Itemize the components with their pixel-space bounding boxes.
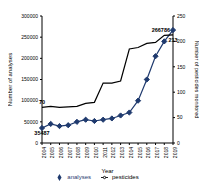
svg-text:213: 213: [168, 37, 177, 43]
svg-text:0: 0: [35, 140, 38, 146]
svg-text:2013: 2013: [119, 147, 125, 158]
svg-text:2009: 2009: [84, 147, 90, 158]
svg-text:2015: 2015: [137, 147, 143, 158]
svg-text:200000: 200000: [21, 55, 38, 61]
svg-text:2016: 2016: [145, 147, 151, 158]
svg-text:2014: 2014: [128, 147, 134, 158]
svg-text:100000: 100000: [21, 97, 38, 103]
svg-text:Number of pesticides monitored: Number of pesticides monitored: [194, 41, 199, 119]
svg-text:2008: 2008: [75, 147, 81, 158]
svg-text:150: 150: [177, 64, 186, 70]
svg-text:2004: 2004: [41, 147, 47, 158]
html-text:pesticides: pesticides: [112, 174, 139, 180]
svg-text:35487: 35487: [34, 130, 49, 136]
svg-text:0: 0: [177, 140, 180, 146]
svg-text:2010: 2010: [93, 147, 99, 158]
svg-text:2007: 2007: [67, 147, 73, 158]
svg-text:Year: Year: [101, 168, 113, 174]
svg-text:Number of analyses: Number of analyses: [8, 53, 13, 106]
svg-text:70: 70: [39, 99, 45, 105]
svg-text:300000: 300000: [21, 13, 38, 19]
svg-text:200: 200: [177, 38, 186, 44]
svg-text:250: 250: [177, 13, 186, 19]
svg-text:2017: 2017: [154, 147, 160, 158]
svg-text:2006: 2006: [58, 147, 64, 158]
svg-text:150000: 150000: [21, 76, 38, 82]
svg-text:2011: 2011: [102, 147, 108, 158]
svg-text:50: 50: [177, 114, 183, 120]
svg-text:250000: 250000: [21, 34, 38, 40]
svg-text:2005: 2005: [49, 147, 55, 158]
svg-text:2019: 2019: [172, 147, 178, 158]
svg-text:50000: 50000: [24, 119, 38, 125]
html-text:analyses: analyses: [67, 174, 91, 180]
svg-text:2012: 2012: [110, 147, 116, 158]
svg-text:100: 100: [177, 89, 186, 95]
svg-text:2018: 2018: [163, 147, 169, 158]
svg-text:266786: 266786: [152, 27, 170, 33]
